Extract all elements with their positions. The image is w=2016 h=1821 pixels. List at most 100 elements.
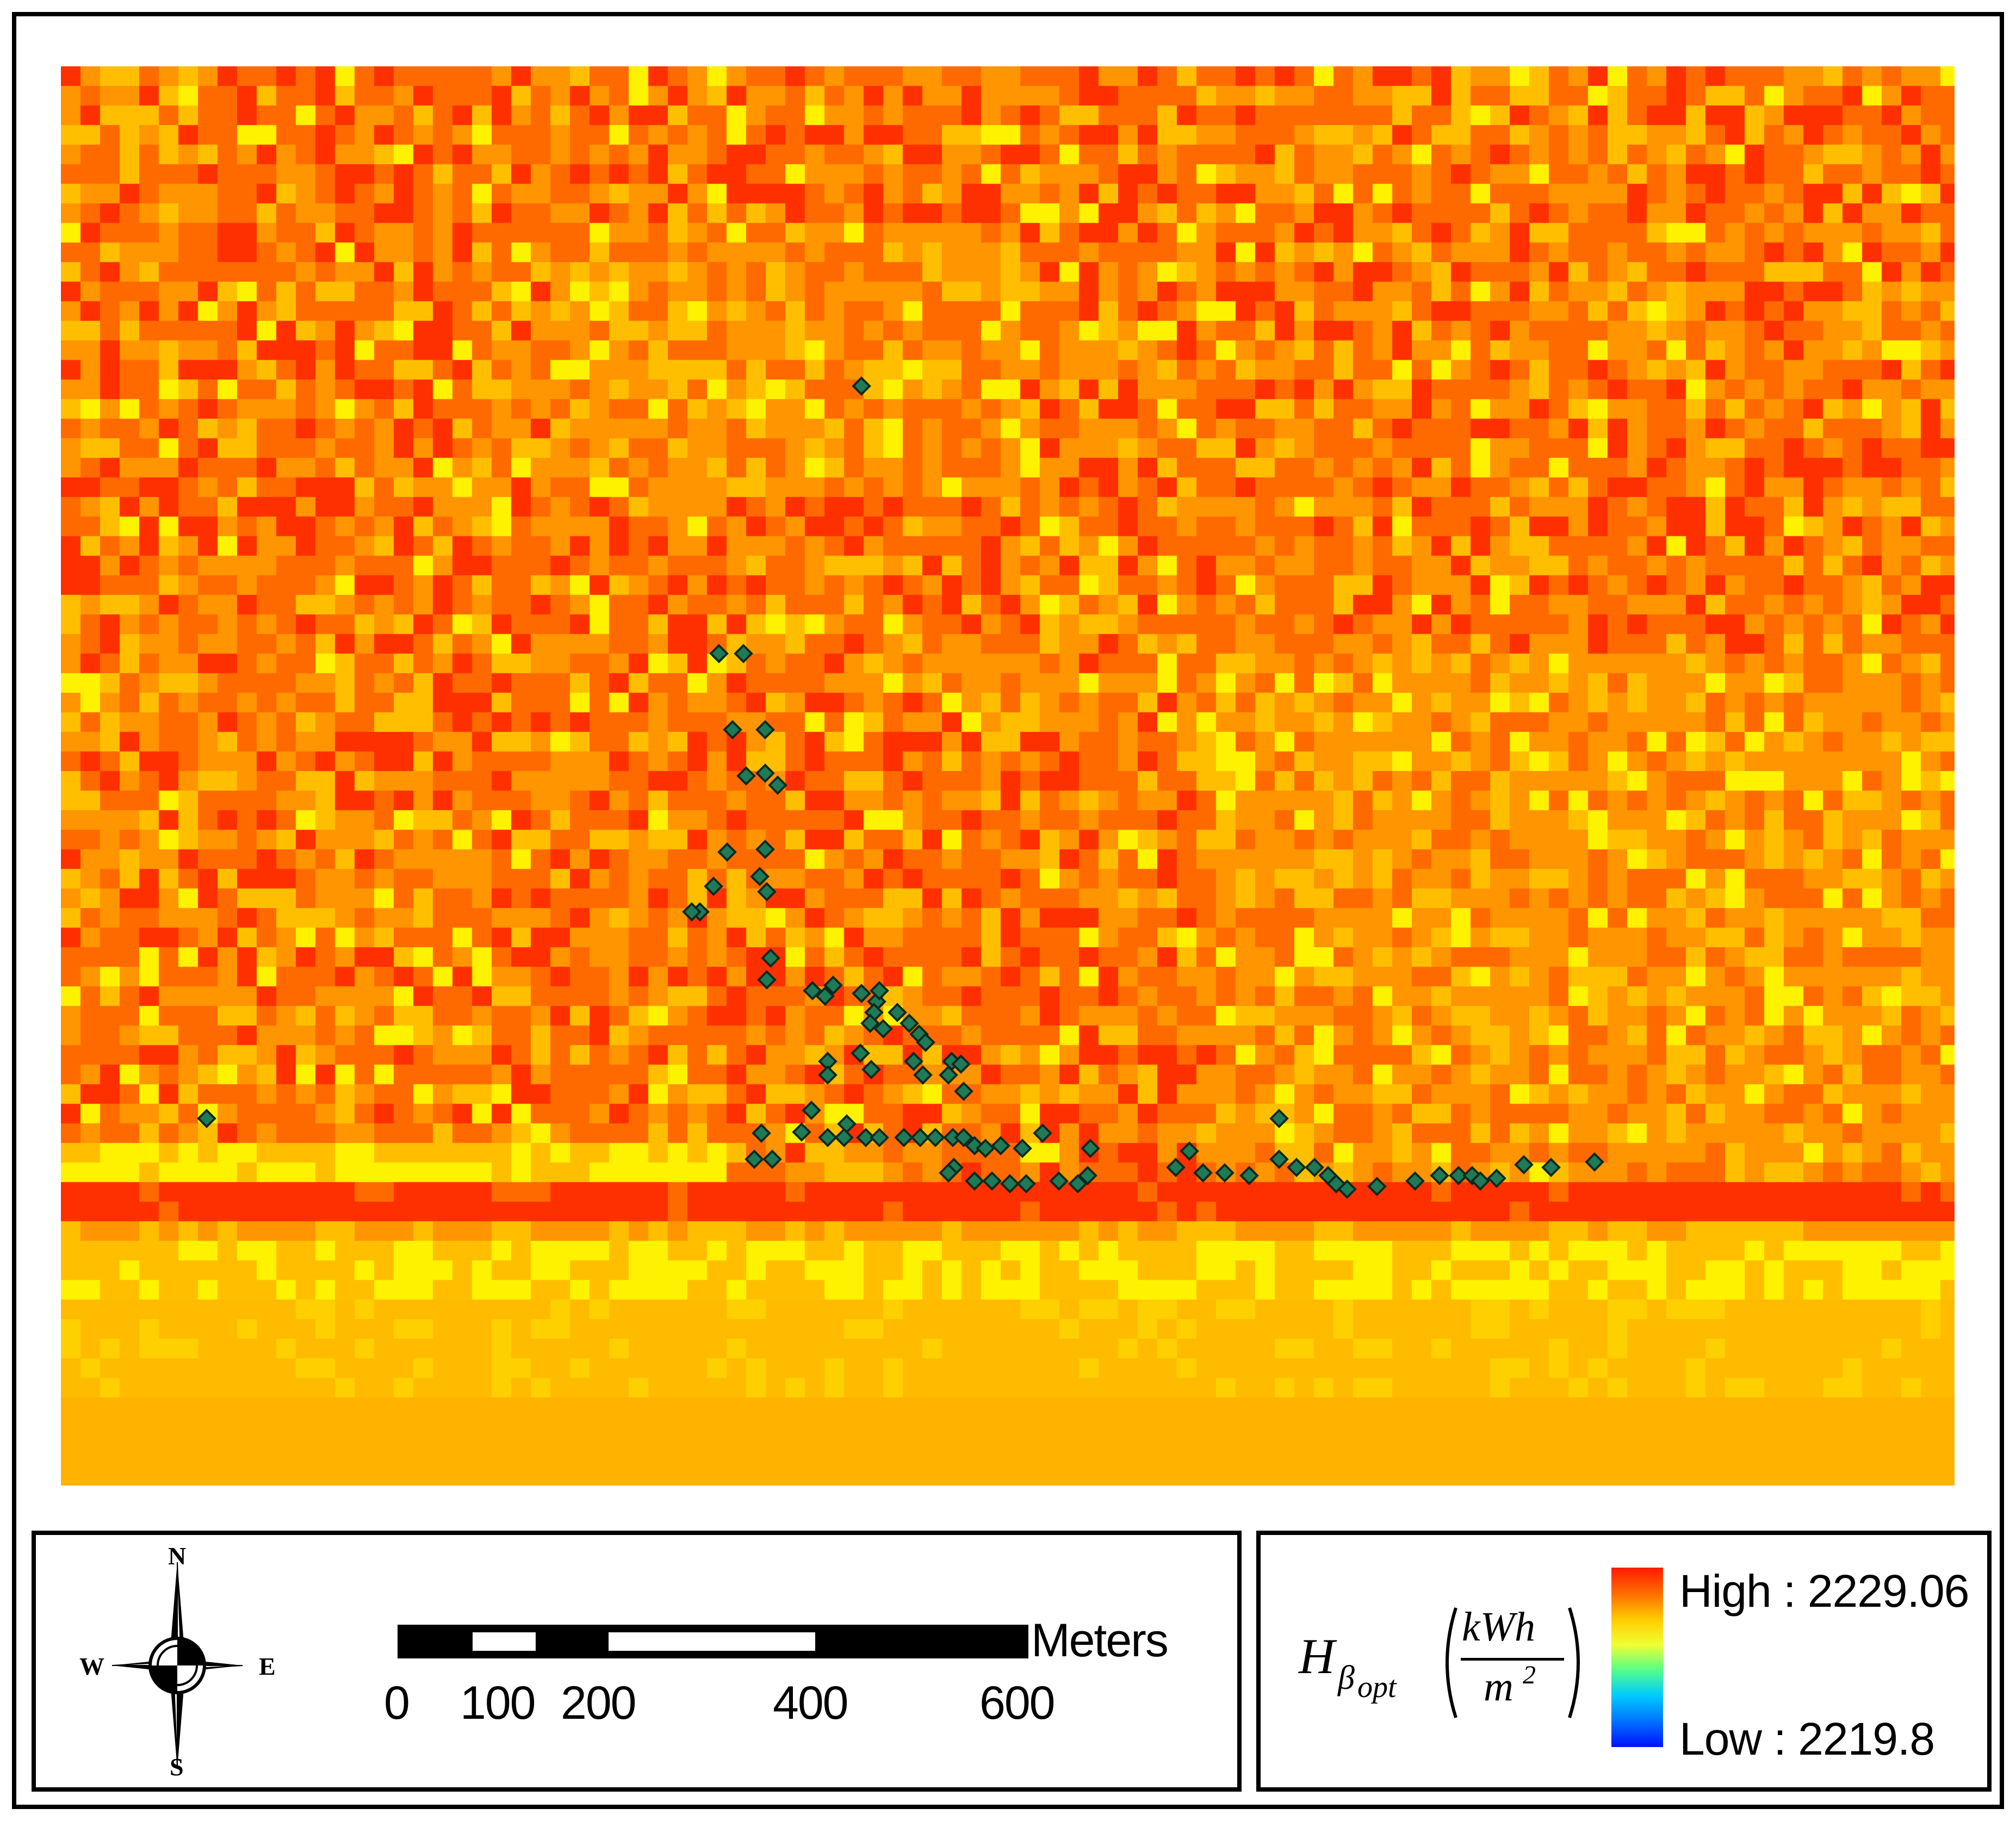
- building-point[interactable]: [965, 1171, 984, 1191]
- scale-tick-100: 100: [460, 1677, 536, 1729]
- building-point[interactable]: [757, 970, 777, 990]
- building-point[interactable]: [852, 376, 871, 396]
- building-point[interactable]: [951, 1054, 971, 1074]
- building-point[interactable]: [954, 1128, 973, 1147]
- building-point[interactable]: [900, 1014, 919, 1033]
- building-point[interactable]: [954, 1082, 973, 1101]
- building-point[interactable]: [768, 775, 787, 795]
- building-point[interactable]: [1367, 1177, 1387, 1196]
- building-point[interactable]: [1068, 1174, 1088, 1194]
- building-point[interactable]: [823, 975, 843, 995]
- legend-high-label: High : 2229.06: [1679, 1565, 1969, 1617]
- building-point[interactable]: [1215, 1163, 1235, 1183]
- building-point[interactable]: [982, 1171, 1002, 1191]
- building-point[interactable]: [1033, 1123, 1052, 1143]
- building-point[interactable]: [1585, 1152, 1604, 1172]
- building-point[interactable]: [1514, 1155, 1534, 1174]
- building-point[interactable]: [755, 840, 775, 859]
- legend-unit-power: 2: [1523, 1661, 1536, 1689]
- building-point[interactable]: [991, 1136, 1010, 1155]
- building-point[interactable]: [802, 1101, 821, 1120]
- building-point[interactable]: [904, 1052, 923, 1071]
- building-point[interactable]: [870, 981, 889, 1000]
- building-point[interactable]: [717, 842, 737, 862]
- legend-symbol-main: H: [1299, 1629, 1335, 1684]
- irradiation-map[interactable]: [61, 66, 1955, 1486]
- building-point[interactable]: [1430, 1166, 1449, 1185]
- legend-paren-left: [1446, 1607, 1457, 1718]
- legend-symbol: H β opt kWh m 2: [1299, 1604, 1625, 1736]
- building-point[interactable]: [888, 1003, 907, 1022]
- building-point[interactable]: [870, 1128, 889, 1147]
- building-point[interactable]: [873, 1019, 893, 1039]
- building-point[interactable]: [939, 1065, 958, 1085]
- building-point[interactable]: [976, 1139, 995, 1158]
- building-point[interactable]: [926, 1128, 945, 1147]
- legend-fraction-line: [1461, 1658, 1564, 1661]
- building-point[interactable]: [755, 720, 775, 739]
- building-point[interactable]: [792, 1122, 811, 1142]
- building-point[interactable]: [803, 981, 822, 1000]
- building-point[interactable]: [755, 763, 775, 783]
- building-point[interactable]: [761, 948, 780, 968]
- building-point[interactable]: [860, 1014, 880, 1033]
- compass-scale-panel: N S W E Meters 0 100 200 400 600: [32, 1531, 1242, 1792]
- building-point[interactable]: [1049, 1171, 1069, 1191]
- building-point[interactable]: [939, 1163, 958, 1183]
- building-point[interactable]: [745, 1149, 764, 1169]
- building-point[interactable]: [818, 1065, 838, 1085]
- building-point[interactable]: [734, 644, 753, 663]
- building-point[interactable]: [815, 986, 835, 1006]
- building-point[interactable]: [1269, 1109, 1289, 1128]
- building-point[interactable]: [1269, 1149, 1289, 1169]
- building-point[interactable]: [1239, 1166, 1259, 1185]
- building-point[interactable]: [851, 1043, 870, 1063]
- scale-bar-graphic: [398, 1625, 1028, 1658]
- building-point[interactable]: [818, 1128, 838, 1147]
- scale-unit-label: Meters: [1031, 1614, 1169, 1667]
- legend-paren-right: [1568, 1607, 1580, 1718]
- building-point[interactable]: [916, 1033, 935, 1052]
- building-point[interactable]: [913, 1065, 933, 1085]
- building-point[interactable]: [762, 1149, 782, 1169]
- building-point[interactable]: [861, 1060, 881, 1079]
- building-point[interactable]: [1337, 1179, 1357, 1199]
- legend-symbol-subsub: opt: [1357, 1670, 1397, 1704]
- building-point[interactable]: [1166, 1158, 1186, 1177]
- legend-unit-denominator: m: [1484, 1664, 1513, 1710]
- building-point[interactable]: [709, 644, 729, 663]
- building-point[interactable]: [1471, 1171, 1490, 1191]
- building-point[interactable]: [856, 1128, 876, 1147]
- irradiation-raster: [61, 66, 1955, 1486]
- building-point[interactable]: [1487, 1169, 1506, 1188]
- building-point[interactable]: [1405, 1171, 1425, 1191]
- building-point[interactable]: [757, 882, 777, 902]
- building-point[interactable]: [197, 1109, 216, 1128]
- building-point[interactable]: [1193, 1163, 1213, 1183]
- building-point[interactable]: [752, 1123, 771, 1143]
- legend-panel: H β opt kWh m 2 High : 2229.06 Low : 221…: [1256, 1531, 1992, 1792]
- building-point[interactable]: [1180, 1141, 1199, 1161]
- building-point[interactable]: [750, 867, 770, 886]
- building-point[interactable]: [910, 1128, 930, 1147]
- building-point[interactable]: [834, 1128, 854, 1147]
- building-point[interactable]: [723, 720, 742, 739]
- building-point[interactable]: [837, 1114, 857, 1134]
- building-point[interactable]: [1016, 1174, 1036, 1194]
- building-point[interactable]: [1287, 1158, 1306, 1177]
- building-point[interactable]: [704, 877, 723, 896]
- building-point[interactable]: [1449, 1166, 1468, 1185]
- building-point[interactable]: [1081, 1139, 1100, 1158]
- legend-unit-numerator: kWh: [1462, 1604, 1536, 1650]
- building-point[interactable]: [682, 902, 702, 922]
- building-point[interactable]: [1013, 1139, 1032, 1158]
- building-point[interactable]: [736, 766, 756, 786]
- scale-tick-400: 400: [773, 1677, 848, 1729]
- building-point[interactable]: [894, 1128, 914, 1147]
- building-point[interactable]: [1078, 1166, 1097, 1185]
- compass-north-label: N: [168, 1542, 187, 1570]
- building-point[interactable]: [1541, 1158, 1561, 1177]
- building-point[interactable]: [1000, 1174, 1020, 1194]
- building-point[interactable]: [852, 984, 871, 1003]
- building-point[interactable]: [1305, 1158, 1324, 1177]
